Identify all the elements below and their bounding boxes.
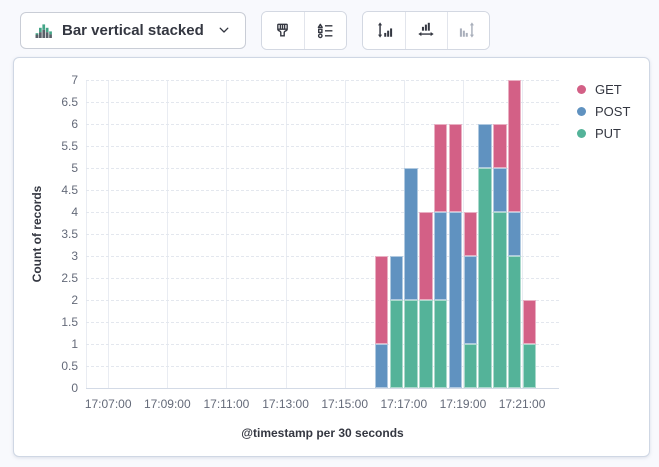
visualization-panel: 17:07:00 17:09:00 17:11:00 17:13:00 17:15:00… [13, 57, 650, 457]
legend-dot-icon [577, 84, 586, 94]
y-axis-tick-label: 2.5 [61, 271, 78, 285]
y-axis-tick-label: 0.5 [61, 359, 78, 373]
legend-item-post[interactable]: POST [577, 103, 630, 119]
y-axis-tick-label: 2 [71, 293, 78, 307]
bar-segment-put[interactable] [389, 300, 404, 388]
y-axis-tick-label: 5 [71, 161, 78, 175]
y-axis-tick-label: 5.5 [61, 139, 78, 153]
visual-options-button[interactable] [261, 11, 304, 49]
legend-label: PUT [595, 125, 621, 141]
legend-item-put[interactable]: PUT [577, 125, 630, 141]
bar-segment-post[interactable] [478, 124, 492, 168]
legend-dot-icon [577, 106, 586, 116]
bar-segment-get[interactable] [434, 124, 448, 212]
y-gridline [86, 190, 559, 191]
bar-segment-post[interactable] [404, 168, 418, 300]
bar-segment-post[interactable] [374, 344, 389, 388]
bar-segment-get[interactable] [374, 256, 389, 344]
bar-segment-put[interactable] [434, 300, 448, 388]
x-axis-line [86, 388, 559, 389]
legend-settings-button[interactable] [303, 11, 346, 49]
bar-segment-get[interactable] [419, 212, 433, 300]
legend-item-get[interactable]: GET [577, 81, 630, 97]
y-axis-tick-label: 3 [71, 249, 78, 263]
y-axis-tick-label: 1.5 [61, 315, 78, 329]
x-axis-tick-label: 17:09:00 [143, 397, 191, 411]
x-axis-tick-label: 17:17:00 [380, 397, 428, 411]
y-gridline [86, 168, 559, 169]
x-axis-title: @timestamp per 30 seconds [241, 426, 404, 440]
x-axis-tick-label: 17:15:00 [321, 397, 369, 411]
legend-label: GET [595, 81, 622, 97]
y-gridline [86, 256, 559, 257]
left-axis-icon [375, 21, 393, 39]
y-axis-tick-label: 4.5 [61, 183, 78, 197]
bar-segment-get[interactable] [507, 80, 522, 212]
bar-segment-put[interactable] [493, 212, 507, 388]
y-axis-tick-label: 1 [71, 337, 78, 351]
y-axis-tick-label: 3.5 [61, 227, 78, 241]
x-axis-tick-label: 17:21:00 [498, 397, 546, 411]
bar-segment-post[interactable] [434, 212, 448, 300]
y-gridline [86, 212, 559, 213]
y-gridline [86, 278, 559, 279]
bar-segment-get[interactable] [448, 124, 463, 212]
xy-chart: 17:07:00 17:09:00 17:11:00 17:13:00 17:15:00… [14, 58, 649, 456]
bar-segment-post[interactable] [389, 256, 404, 300]
chart-toolbar: Bar vertical stacked [0, 0, 659, 50]
left-axis-button[interactable] [362, 11, 405, 49]
bar-vertical-stacked-icon [35, 21, 53, 39]
bar-segment-put[interactable] [404, 300, 418, 388]
y-gridline [86, 80, 559, 81]
y-axis-tick-label: 7 [71, 73, 78, 87]
y-gridline [86, 146, 559, 147]
y-gridline [86, 344, 559, 345]
y-gridline [86, 102, 559, 103]
y-axis-tick-label: 0 [71, 381, 78, 395]
bar-segment-post[interactable] [507, 212, 522, 256]
y-axis-title: Count of records [30, 185, 44, 283]
style-settings-group [260, 10, 347, 50]
x-axis-tick-label: 17:11:00 [203, 397, 250, 411]
y-axis-tick-label: 4 [71, 205, 78, 219]
y-axis-tick-label: 6 [71, 117, 78, 131]
brush-icon [274, 22, 291, 39]
right-axis-button [446, 11, 489, 49]
right-axis-icon [459, 21, 477, 39]
x-axis-tick-label: 17:19:00 [439, 397, 487, 411]
bar-segment-post[interactable] [448, 212, 463, 388]
y-gridline [86, 124, 559, 125]
axis-settings-group [361, 10, 490, 50]
y-gridline [86, 366, 559, 367]
bar-segment-put[interactable] [463, 344, 477, 388]
chart-type-dropdown[interactable]: Bar vertical stacked [20, 11, 246, 49]
y-gridline [86, 234, 559, 235]
bottom-axis-button[interactable] [404, 11, 447, 49]
y-gridline [86, 322, 559, 323]
legend-dot-icon [577, 128, 586, 138]
y-axis-tick-label: 6.5 [61, 95, 78, 109]
legend-label: POST [595, 103, 631, 119]
legend-list-icon [317, 22, 334, 39]
x-axis-tick-label: 17:07:00 [84, 397, 132, 411]
bar-segment-put[interactable] [478, 168, 492, 388]
bar-segment-post[interactable] [463, 256, 477, 344]
bar-segment-get[interactable] [463, 212, 477, 256]
bottom-axis-icon [417, 21, 435, 39]
bar-segment-put[interactable] [419, 300, 433, 388]
bar-segment-put[interactable] [507, 256, 522, 388]
chart-type-label: Bar vertical stacked [62, 21, 204, 39]
bar-segment-get[interactable] [493, 124, 507, 168]
bar-segment-post[interactable] [493, 168, 507, 212]
chevron-down-icon [217, 23, 231, 37]
y-gridline [86, 300, 559, 301]
chart-legend: GET POST PUT [577, 81, 630, 141]
x-axis-tick-label: 17:13:00 [262, 397, 309, 411]
bar-segment-get[interactable] [522, 300, 537, 344]
bar-segment-put[interactable] [522, 344, 537, 388]
